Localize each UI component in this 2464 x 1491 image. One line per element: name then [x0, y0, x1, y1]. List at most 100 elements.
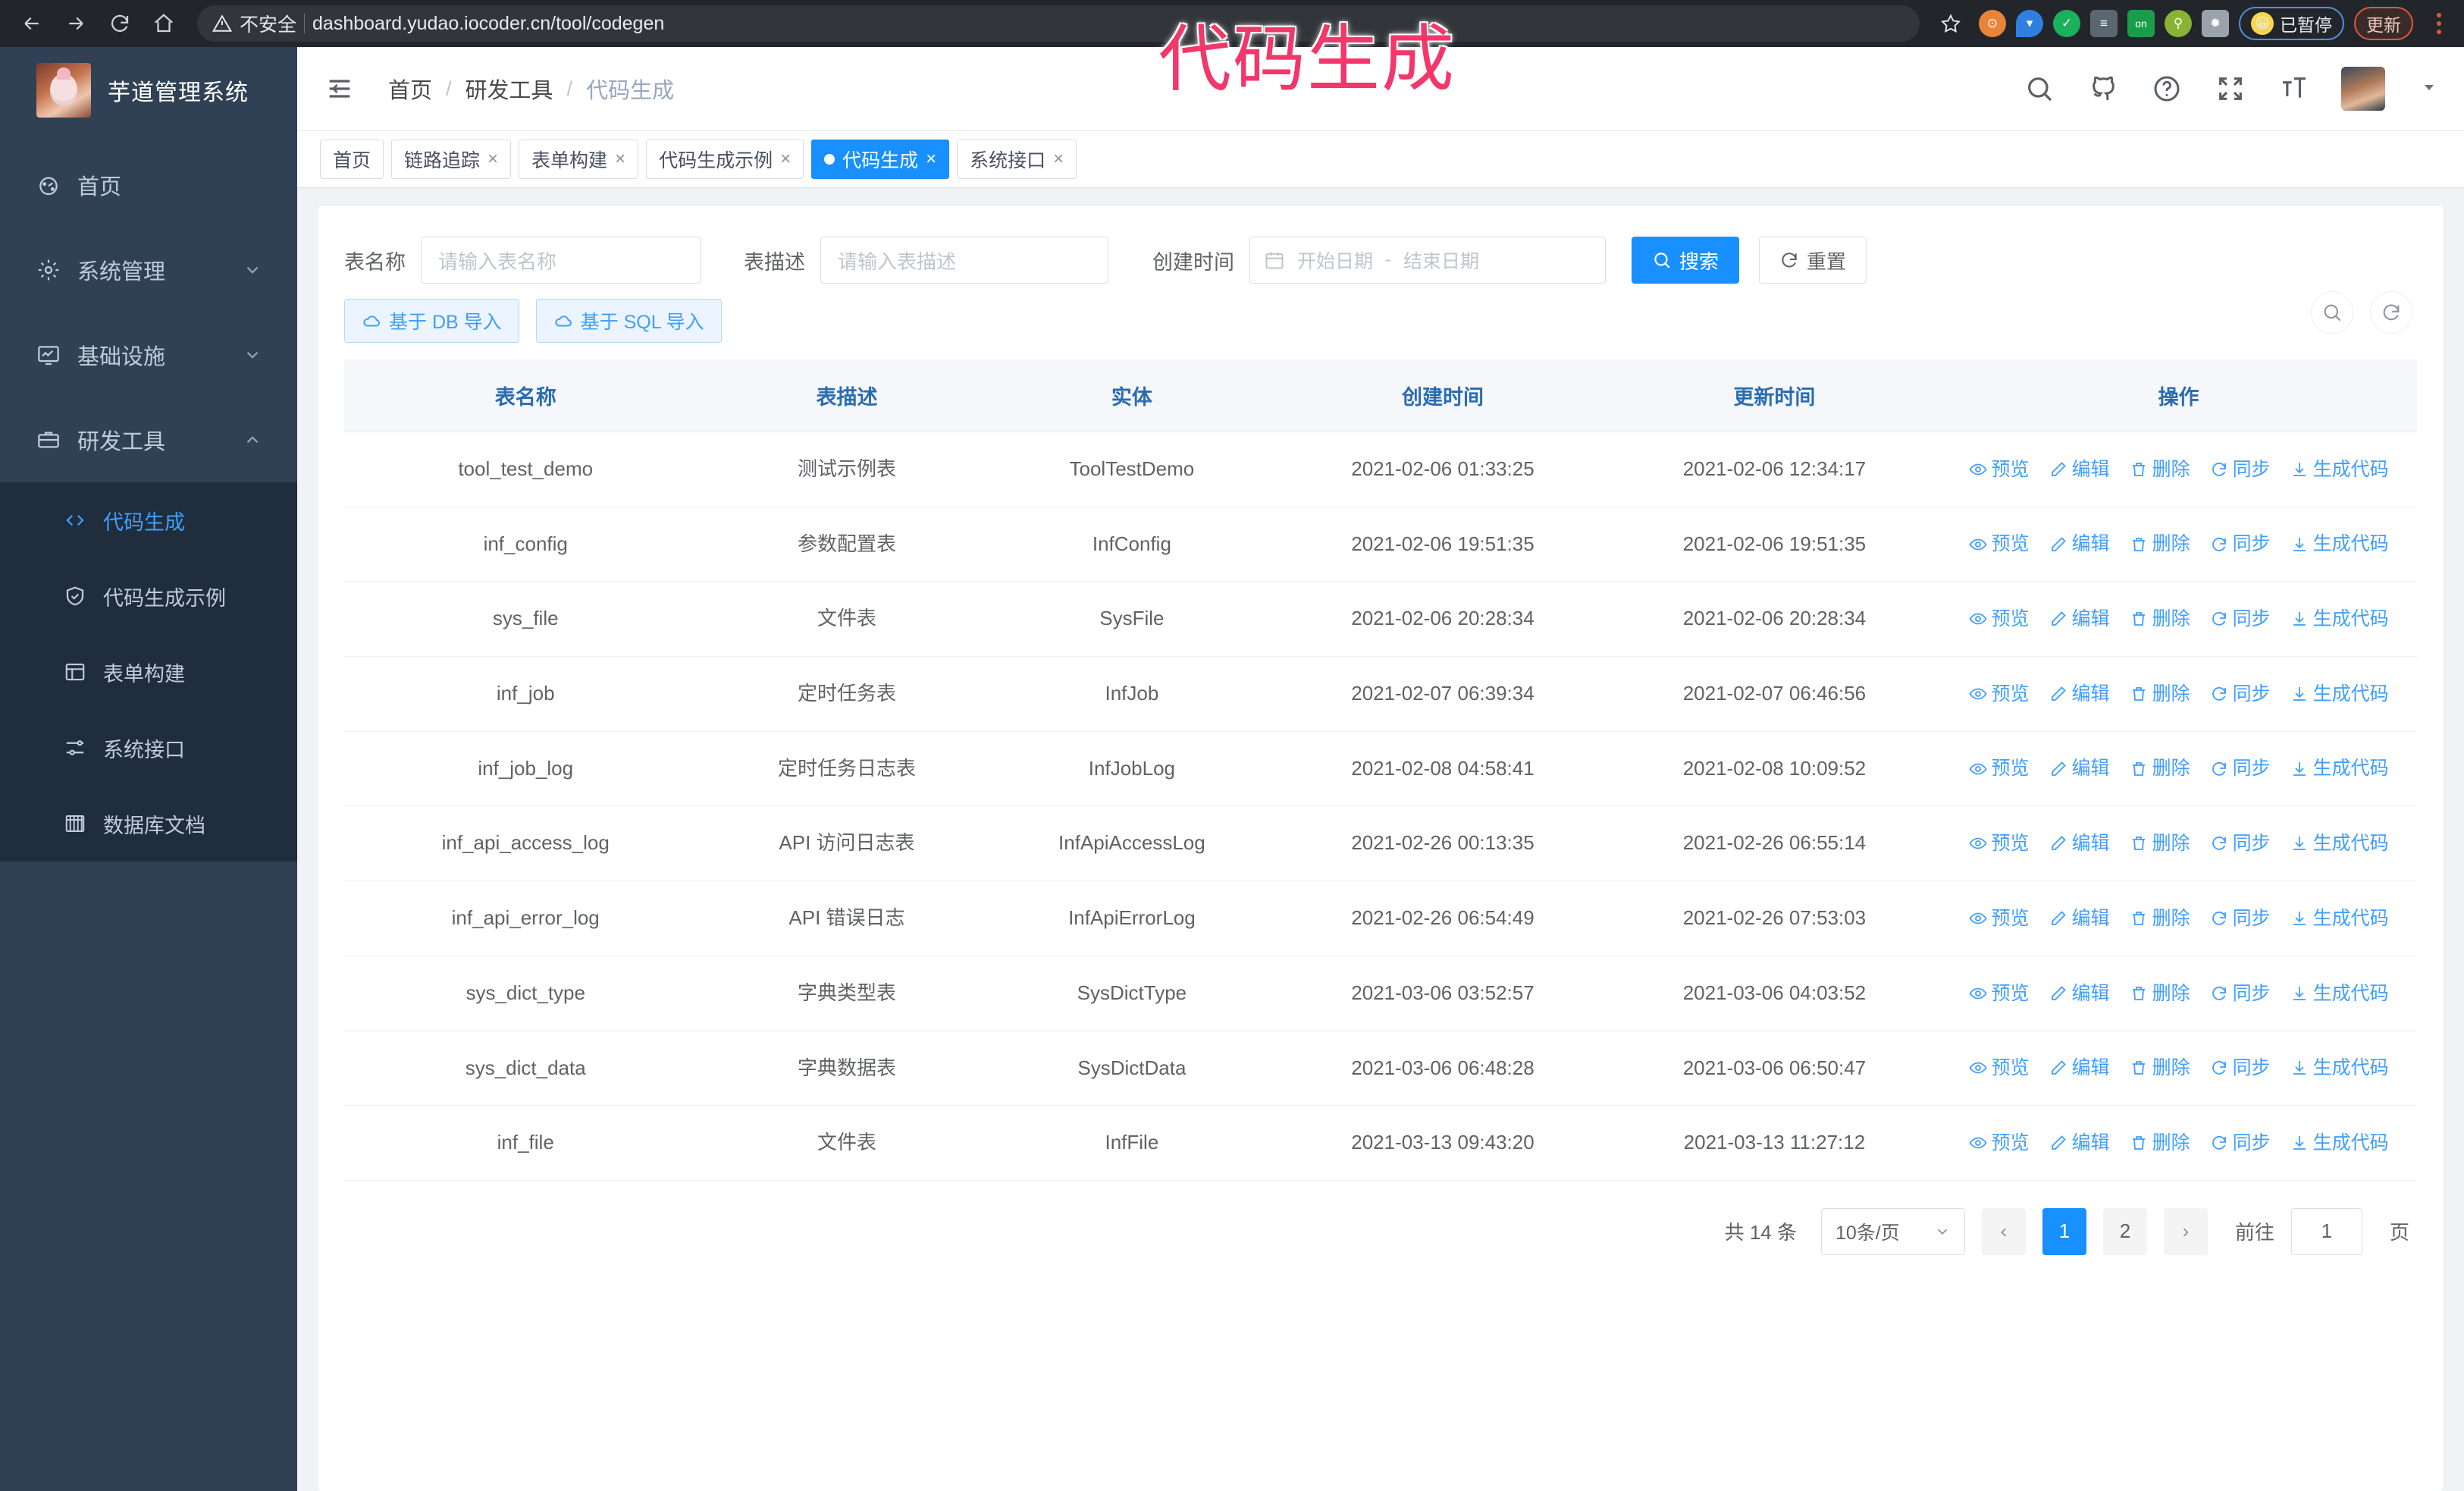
- sidebar-item-api[interactable]: 系统接口: [0, 710, 297, 786]
- sidebar-item-infra[interactable]: 基础设施: [0, 312, 297, 397]
- op-删除[interactable]: 删除: [2130, 1129, 2190, 1157]
- reload-button[interactable]: [100, 4, 140, 43]
- sidebar-item-db-doc[interactable]: 数据库文档: [0, 786, 297, 862]
- page-size-select[interactable]: 10条/页: [1820, 1207, 1965, 1255]
- op-同步[interactable]: 同步: [2210, 605, 2271, 632]
- ext-key-icon[interactable]: ⚲: [2165, 10, 2192, 37]
- tab-api[interactable]: 系统接口 ×: [957, 140, 1077, 179]
- close-icon[interactable]: ×: [780, 149, 792, 169]
- sidebar-item-devtools[interactable]: 研发工具: [0, 397, 297, 482]
- search-icon[interactable]: [2023, 72, 2056, 105]
- op-编辑[interactable]: 编辑: [2049, 605, 2110, 632]
- op-同步[interactable]: 同步: [2210, 456, 2271, 483]
- tab-home[interactable]: 首页: [320, 140, 384, 179]
- op-编辑[interactable]: 编辑: [2049, 530, 2110, 557]
- db-import-button[interactable]: 基于 DB 导入: [344, 299, 519, 343]
- fullscreen-icon[interactable]: [2214, 72, 2247, 105]
- bookmark-star-icon[interactable]: [1930, 3, 1971, 44]
- address-bar[interactable]: 不安全 dashboard.yudao.iocoder.cn/tool/code…: [197, 5, 1920, 42]
- tab-trace[interactable]: 链路追踪 ×: [391, 140, 512, 179]
- font-size-icon[interactable]: [2277, 72, 2311, 105]
- op-生成代码[interactable]: 生成代码: [2290, 456, 2389, 483]
- chevron-down-icon[interactable]: [2420, 78, 2438, 100]
- op-删除[interactable]: 删除: [2130, 755, 2190, 782]
- sql-import-button[interactable]: 基于 SQL 导入: [535, 299, 722, 343]
- op-同步[interactable]: 同步: [2210, 830, 2271, 857]
- tab-codegen-demo[interactable]: 代码生成示例 ×: [646, 140, 804, 179]
- op-编辑[interactable]: 编辑: [2049, 1054, 2110, 1081]
- op-删除[interactable]: 删除: [2130, 605, 2190, 632]
- tab-form-builder[interactable]: 表单构建 ×: [519, 140, 639, 179]
- op-预览[interactable]: 预览: [1968, 456, 2030, 483]
- op-预览[interactable]: 预览: [1968, 605, 2030, 632]
- op-生成代码[interactable]: 生成代码: [2290, 830, 2389, 857]
- op-生成代码[interactable]: 生成代码: [2290, 605, 2389, 632]
- sidebar-logo[interactable]: 芋道管理系统: [0, 47, 297, 133]
- prev-page-button[interactable]: ‹: [1981, 1207, 2026, 1255]
- op-预览[interactable]: 预览: [1968, 530, 2030, 557]
- op-同步[interactable]: 同步: [2210, 755, 2271, 782]
- op-预览[interactable]: 预览: [1968, 980, 2030, 1007]
- op-同步[interactable]: 同步: [2210, 980, 2271, 1007]
- close-icon[interactable]: ×: [615, 149, 626, 169]
- sidebar-item-form-builder[interactable]: 表单构建: [0, 634, 297, 710]
- op-删除[interactable]: 删除: [2130, 905, 2190, 932]
- op-生成代码[interactable]: 生成代码: [2290, 1129, 2389, 1157]
- op-预览[interactable]: 预览: [1968, 680, 2030, 708]
- op-同步[interactable]: 同步: [2210, 1054, 2271, 1081]
- sidebar-item-home[interactable]: 首页: [0, 143, 297, 228]
- ext-orange-circle-icon[interactable]: ⊙: [1979, 10, 2006, 37]
- op-生成代码[interactable]: 生成代码: [2290, 980, 2389, 1007]
- tab-codegen[interactable]: 代码生成 ×: [811, 140, 950, 179]
- refresh-icon[interactable]: [2370, 291, 2412, 334]
- sidebar-item-codegen[interactable]: 代码生成: [0, 482, 297, 558]
- op-删除[interactable]: 删除: [2130, 980, 2190, 1007]
- table-desc-input[interactable]: 请输入表描述: [820, 237, 1108, 284]
- avatar[interactable]: [2341, 67, 2385, 111]
- op-生成代码[interactable]: 生成代码: [2290, 1054, 2389, 1081]
- create-time-range-picker[interactable]: 开始日期 - 结束日期: [1249, 237, 1606, 284]
- op-预览[interactable]: 预览: [1968, 755, 2030, 782]
- home-button[interactable]: [144, 4, 183, 43]
- op-编辑[interactable]: 编辑: [2049, 456, 2110, 483]
- op-预览[interactable]: 预览: [1968, 830, 2030, 857]
- op-编辑[interactable]: 编辑: [2049, 1129, 2110, 1157]
- page-button-1[interactable]: 1: [2042, 1207, 2086, 1255]
- op-同步[interactable]: 同步: [2210, 905, 2271, 932]
- search-button[interactable]: 搜索: [1632, 237, 1740, 284]
- next-page-button[interactable]: ›: [2163, 1207, 2208, 1255]
- op-生成代码[interactable]: 生成代码: [2290, 905, 2389, 932]
- sidebar-item-codegen-demo[interactable]: 代码生成示例: [0, 558, 297, 634]
- op-删除[interactable]: 删除: [2130, 456, 2190, 483]
- op-预览[interactable]: 预览: [1968, 1054, 2030, 1081]
- op-删除[interactable]: 删除: [2130, 530, 2190, 557]
- table-name-input[interactable]: 请输入表名称: [421, 237, 701, 284]
- op-编辑[interactable]: 编辑: [2049, 980, 2110, 1007]
- op-删除[interactable]: 删除: [2130, 1054, 2190, 1081]
- op-编辑[interactable]: 编辑: [2049, 905, 2110, 932]
- close-icon[interactable]: ×: [926, 149, 937, 169]
- op-删除[interactable]: 删除: [2130, 830, 2190, 857]
- update-button[interactable]: 更新: [2354, 7, 2413, 40]
- sidebar-toggle-icon[interactable]: [323, 72, 356, 105]
- forward-button[interactable]: [56, 4, 96, 43]
- sidebar-item-system[interactable]: 系统管理: [0, 228, 297, 312]
- op-预览[interactable]: 预览: [1968, 905, 2030, 932]
- op-生成代码[interactable]: 生成代码: [2290, 755, 2389, 782]
- op-同步[interactable]: 同步: [2210, 530, 2271, 557]
- op-编辑[interactable]: 编辑: [2049, 755, 2110, 782]
- close-icon[interactable]: ×: [487, 149, 499, 169]
- chrome-menu-icon[interactable]: [2426, 13, 2452, 34]
- paused-extension-pill[interactable]: 😀 已暂停: [2239, 7, 2344, 40]
- ext-sliders-icon[interactable]: ≡: [2090, 10, 2118, 37]
- ext-blue-pin-icon[interactable]: ▾: [2016, 10, 2043, 37]
- back-button[interactable]: [12, 4, 52, 43]
- op-生成代码[interactable]: 生成代码: [2290, 680, 2389, 708]
- search-icon[interactable]: [2311, 291, 2353, 334]
- op-编辑[interactable]: 编辑: [2049, 680, 2110, 708]
- page-button-2[interactable]: 2: [2102, 1207, 2147, 1255]
- op-同步[interactable]: 同步: [2210, 1129, 2271, 1157]
- op-同步[interactable]: 同步: [2210, 680, 2271, 708]
- op-预览[interactable]: 预览: [1968, 1129, 2030, 1157]
- breadcrumb-item-0[interactable]: 首页: [388, 79, 433, 103]
